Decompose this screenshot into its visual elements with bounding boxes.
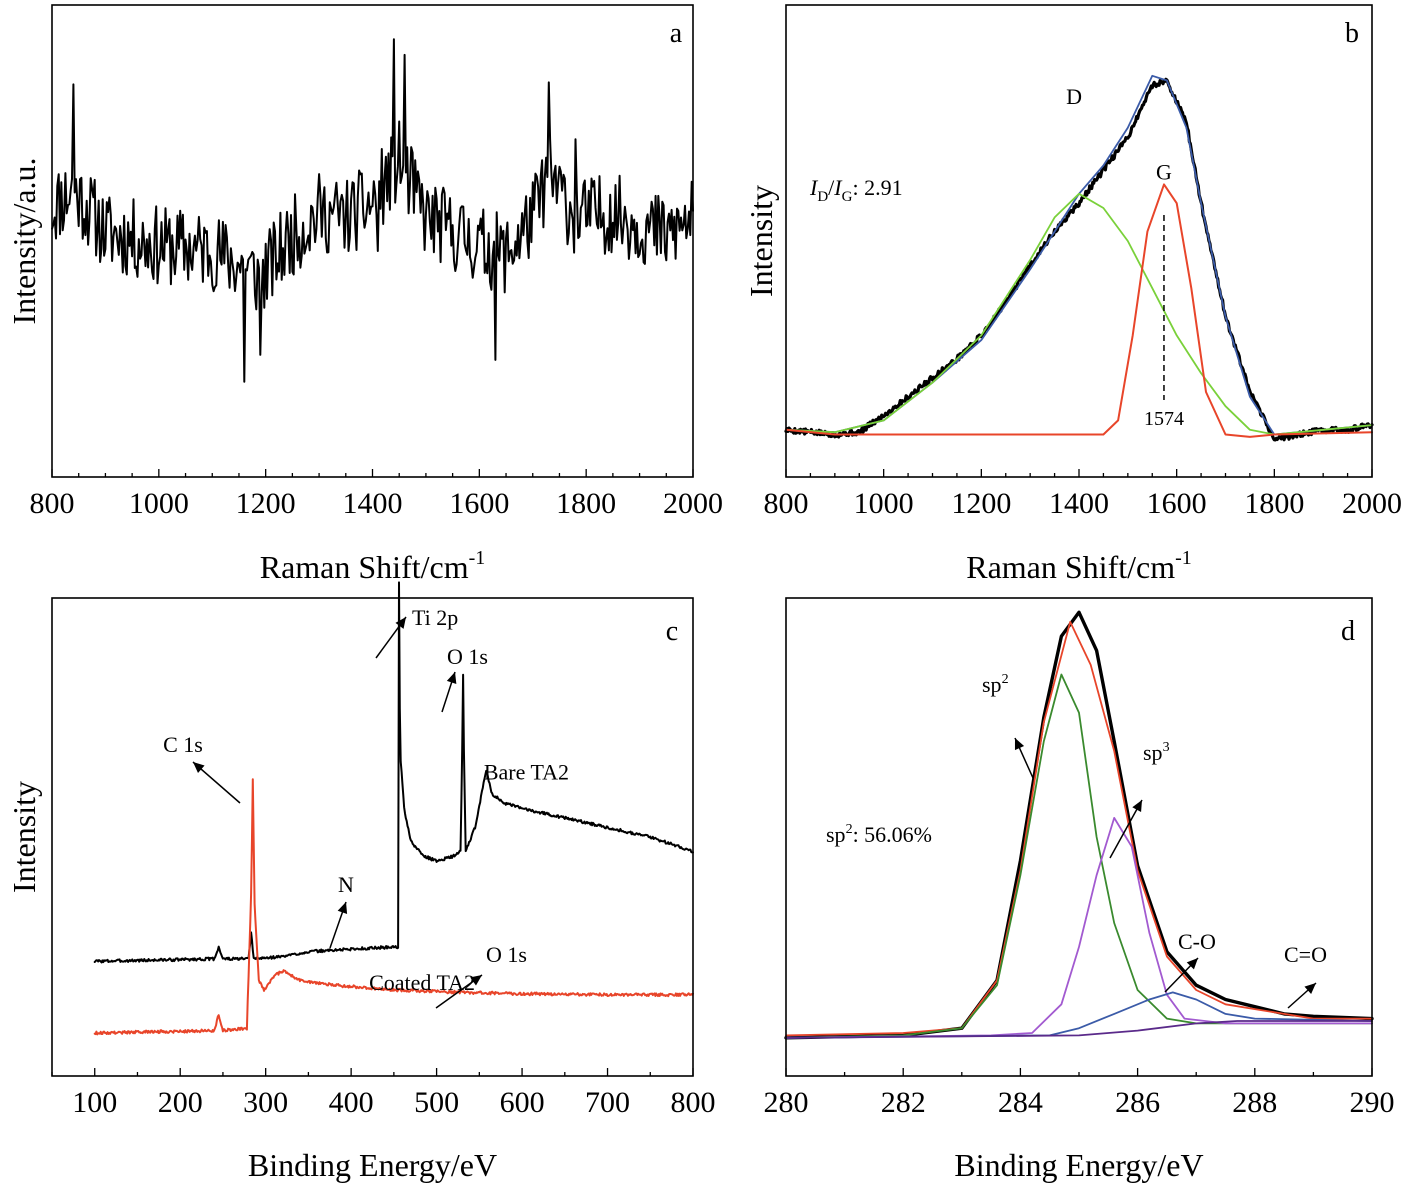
- x-tick-label-d: 282: [881, 1086, 926, 1119]
- id-ig-ratio-label: ID/IG: 2.91: [809, 175, 903, 205]
- x-tick-label-b: 1200: [951, 487, 1011, 520]
- y-axis-title-c: Intensity: [6, 781, 42, 893]
- x-tick-label-c: 600: [500, 1086, 545, 1119]
- series-line-d-1: [785, 621, 1373, 1037]
- panel-a: 800 1000 1200 1400 1600 1800 2000 a Raman Shift/…: [6, 4, 723, 585]
- peak-label-c-eq-o: C=O: [1284, 942, 1327, 967]
- arrow-o-1s-bare-head: [446, 672, 457, 685]
- peak-label-c-1s: C 1s: [163, 732, 203, 757]
- sp2-ratio-label: sp2: 56.06%: [826, 822, 932, 847]
- g-peak-position-label: 1574: [1144, 408, 1184, 430]
- x-tick-label-c: 700: [585, 1086, 630, 1119]
- peak-label-o-1s-bare: O 1s: [447, 644, 488, 669]
- arrow-sp2-head: [1014, 738, 1025, 751]
- x-tick-label-d: 288: [1232, 1086, 1277, 1119]
- x-tick-label-a: 1400: [343, 487, 403, 520]
- series-line-b-2: [785, 192, 1373, 436]
- arrow-n-head: [337, 902, 348, 915]
- peak-label-o-1s-coated: O 1s: [486, 942, 527, 967]
- series-line-c-0: [93, 581, 694, 964]
- series-line-c-1: [93, 778, 694, 1036]
- panel-letter-b: b: [1345, 18, 1359, 49]
- series-label-c-1: Coated TA2: [369, 970, 475, 995]
- x-tick-label-c: 500: [414, 1086, 459, 1119]
- x-tick-label-b: 2000: [1342, 487, 1402, 520]
- x-tick-label-a: 1200: [236, 487, 296, 520]
- x-tick-label-a: 1800: [556, 487, 616, 520]
- arrow-sp3-head: [1132, 800, 1142, 813]
- x-axis-title-d: Binding Energy/eV: [954, 1147, 1203, 1183]
- series-line-d-5: [785, 1020, 1373, 1039]
- panel-letter-d: d: [1341, 616, 1355, 647]
- x-tick-label-d: 284: [998, 1086, 1043, 1119]
- arrow-ti-2p-head: [395, 617, 406, 629]
- peak-label-b-0: D: [1066, 84, 1082, 109]
- x-tick-label-c: 300: [243, 1086, 288, 1119]
- peak-label-c-o: C-O: [1178, 929, 1216, 954]
- series-line-a-0: [51, 38, 694, 383]
- panel-letter-a: a: [670, 18, 683, 49]
- x-tick-label-d: 290: [1350, 1086, 1395, 1119]
- x-tick-label-b: 1800: [1244, 487, 1304, 520]
- series-line-b-0: [784, 77, 1374, 442]
- panel-b: 800 1000 1200 1400 1600 1800 2000 b Raman Shift/…: [743, 4, 1402, 585]
- series-line-d-3: [785, 817, 1373, 1039]
- x-tick-label-c: 800: [671, 1086, 716, 1119]
- series-line-b-1: [785, 74, 1373, 436]
- x-tick-label-c: 200: [158, 1086, 203, 1119]
- x-tick-label-a: 2000: [663, 487, 723, 520]
- x-tick-label-c: 100: [72, 1086, 117, 1119]
- series-line-d-2: [785, 673, 1373, 1039]
- x-tick-label-b: 1600: [1147, 487, 1207, 520]
- series-line-d-4: [785, 991, 1373, 1039]
- x-axis-title-b: Raman Shift/cm-1: [966, 547, 1192, 585]
- x-tick-label-b: 800: [764, 487, 809, 520]
- peak-label-sp2: sp2: [982, 672, 1009, 697]
- panel-letter-c: c: [666, 616, 678, 647]
- series-line-b-3: [785, 183, 1373, 438]
- peak-label-n: N: [338, 872, 354, 897]
- y-axis-title-a: Intensity/a.u.: [6, 157, 42, 324]
- arrow-c-1s-head: [193, 762, 205, 773]
- x-tick-label-a: 1600: [449, 487, 509, 520]
- peak-label-b-1: G: [1156, 160, 1172, 185]
- x-tick-label-d: 286: [1115, 1086, 1160, 1119]
- x-tick-label-b: 1000: [854, 487, 914, 520]
- x-tick-label-a: 800: [30, 487, 75, 520]
- x-tick-label-c: 400: [329, 1086, 374, 1119]
- x-tick-label-a: 1000: [129, 487, 189, 520]
- arrow-sp3: [1109, 799, 1143, 859]
- panel-d: 280 282 284 286 288 290 d Binding Energy/eV sp2:…: [764, 597, 1395, 1183]
- arrow-c-o-head: [1186, 958, 1198, 970]
- peak-label-sp3: sp3: [1143, 740, 1170, 765]
- x-tick-label-d: 280: [764, 1086, 809, 1119]
- y-axis-title-b: Intensity: [743, 185, 779, 297]
- series-label-c-0: Bare TA2: [484, 760, 569, 785]
- arrow-c-eq-o-head: [1304, 983, 1316, 995]
- plot-frame-c: [51, 597, 694, 1077]
- arrow-o-1s-coated-head: [470, 975, 482, 986]
- plot-frame-b: [785, 4, 1373, 478]
- x-axis-title-a: Raman Shift/cm-1: [260, 547, 486, 585]
- peak-label-ti-2p: Ti 2p: [412, 605, 458, 630]
- plot-frame-a: [51, 4, 694, 478]
- x-tick-label-b: 1400: [1049, 487, 1109, 520]
- x-axis-title-c: Binding Energy/eV: [248, 1147, 497, 1183]
- panel-c: 100 200 300 400 500 600 700 800 c Binding Energy/…: [6, 581, 716, 1183]
